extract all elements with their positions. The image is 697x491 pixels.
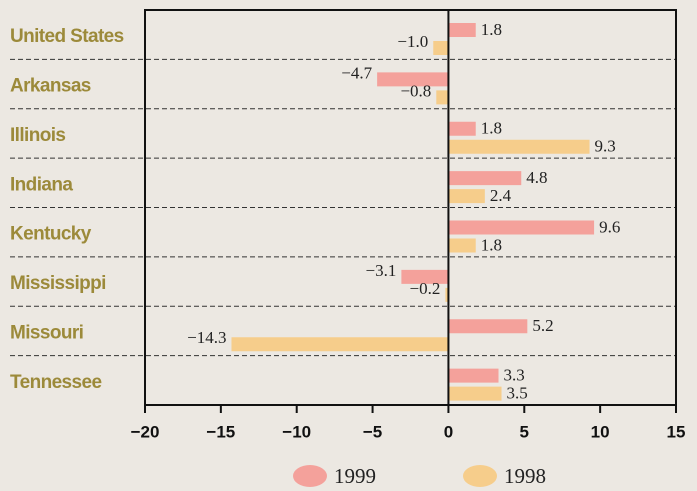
bar [445,287,449,302]
value-label: 2.4 [490,186,512,205]
bar [436,90,449,105]
bar [231,337,449,352]
value-label: 1.8 [481,20,502,39]
value-label: 5.2 [532,316,553,335]
value-label: 3.3 [503,366,524,385]
category-label: Tennessee [10,372,101,393]
category-label: Missouri [10,322,83,343]
value-label: −14.3 [187,328,226,347]
legend-label: 1998 [504,464,546,488]
value-label: 9.6 [599,217,620,236]
value-label: −0.8 [400,81,431,100]
bar [448,238,476,253]
bar [448,386,502,401]
bar [448,121,476,136]
legend-label: 1999 [334,464,376,488]
bar [448,189,485,204]
category-label: Indiana [10,174,73,195]
legend-swatch [463,465,497,487]
value-label: 1.8 [481,119,502,138]
value-label: 9.3 [595,137,616,156]
category-label: United States [10,26,124,47]
value-label: 4.8 [526,168,547,187]
x-tick-label: −5 [363,422,382,441]
bar [401,269,449,284]
bar [448,368,499,383]
category-label: Illinois [10,125,65,146]
plot-frame [144,9,677,406]
value-label: −0.2 [410,279,441,298]
value-label: −1.0 [397,32,428,51]
x-tick-label: 5 [520,422,529,441]
category-label: Kentucky [10,224,92,245]
bar [448,23,476,37]
value-label: −3.1 [366,261,397,280]
legend-swatch [293,465,327,487]
value-label: 3.5 [507,384,528,403]
bar [448,139,590,154]
category-label: Arkansas [10,76,91,97]
x-tick-label: −10 [282,422,311,441]
x-tick-label: 10 [591,422,610,441]
bar [448,319,528,334]
x-tick-label: 15 [667,422,686,441]
x-tick-label: 0 [444,422,453,441]
value-label: 1.8 [481,235,502,254]
bar [433,41,449,55]
bar [448,220,595,235]
category-label: Mississippi [10,273,106,294]
x-tick-label: −20 [131,422,160,441]
value-label: −4.7 [341,63,372,82]
bar [448,171,522,186]
bar [377,72,449,87]
x-tick-label: −15 [206,422,235,441]
